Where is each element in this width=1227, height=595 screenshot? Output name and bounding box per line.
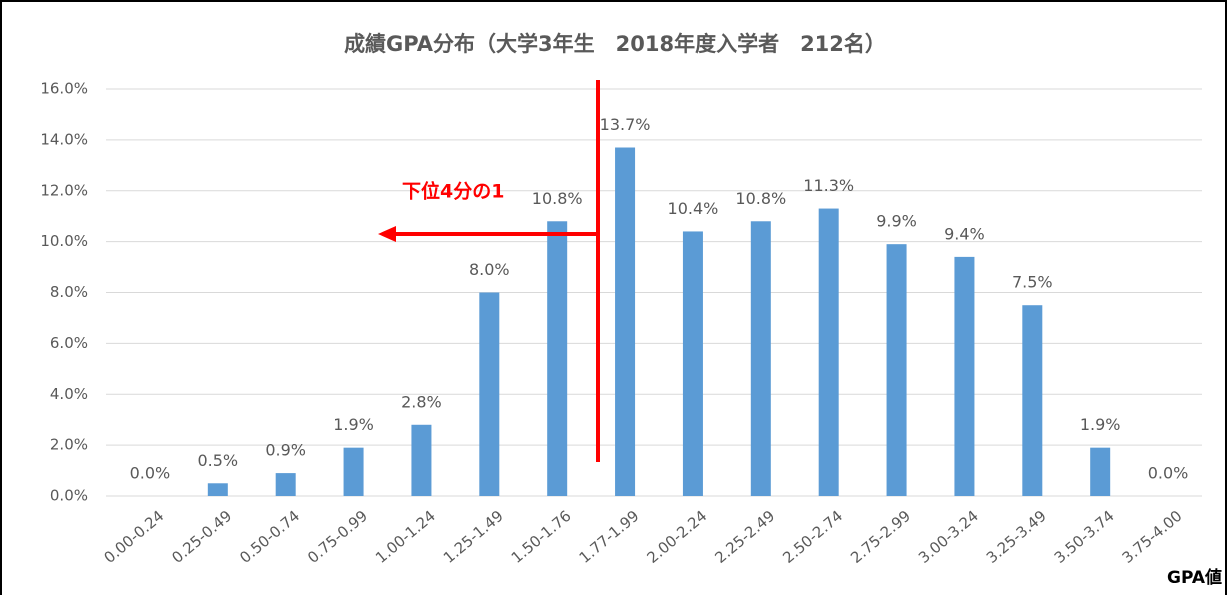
value-label: 0.0% <box>130 464 171 483</box>
bar <box>275 473 296 496</box>
value-label: 10.8% <box>532 189 583 208</box>
x-tick-label: 1.50-1.76 <box>508 507 575 567</box>
bar <box>547 221 568 496</box>
bar <box>818 208 839 496</box>
x-tick-label: 0.00-0.24 <box>101 507 168 567</box>
x-tick-label: 3.75-4.00 <box>1119 507 1186 567</box>
value-label: 9.9% <box>876 212 917 231</box>
bar <box>954 256 975 496</box>
value-label: 1.9% <box>333 415 374 434</box>
y-tick-label: 0.0% <box>50 487 88 505</box>
x-tick-label: 3.25-3.49 <box>983 507 1050 567</box>
value-label: 7.5% <box>1012 273 1053 292</box>
y-tick-label: 4.0% <box>50 385 88 403</box>
x-tick-label: 1.25-1.49 <box>440 507 507 567</box>
arrow-head <box>378 226 396 242</box>
bar <box>479 292 500 496</box>
x-tick-label: 3.00-3.24 <box>915 507 982 567</box>
value-label: 13.7% <box>600 115 651 134</box>
value-label: 8.0% <box>469 260 510 279</box>
bar <box>207 483 228 496</box>
bar <box>615 147 636 496</box>
bar <box>750 221 771 496</box>
x-tick-label: 1.77-1.99 <box>576 507 643 567</box>
value-label: 2.8% <box>401 392 442 411</box>
x-tick-label: 0.50-0.74 <box>236 507 303 567</box>
bar <box>682 231 703 496</box>
bar <box>343 447 364 496</box>
x-tick-label: 2.25-2.49 <box>711 507 778 567</box>
y-tick-label: 8.0% <box>50 283 88 301</box>
bar <box>1090 447 1111 496</box>
x-tick-label: 0.75-0.99 <box>304 507 371 567</box>
value-label: 0.5% <box>197 451 238 470</box>
x-tick-label: 2.50-2.74 <box>779 507 846 567</box>
value-label: 0.0% <box>1148 464 1189 483</box>
bar <box>1022 305 1043 496</box>
x-tick-label: 0.25-0.49 <box>168 507 235 567</box>
annotation: 下位4分の1 <box>402 180 504 203</box>
y-tick-label: 16.0% <box>40 80 88 98</box>
value-label: 10.8% <box>735 189 786 208</box>
x-axis-label: GPA値 <box>1167 567 1222 588</box>
value-label: 9.4% <box>944 224 985 243</box>
y-tick-label: 10.0% <box>40 232 88 250</box>
x-tick-label: 2.00-2.24 <box>644 507 711 567</box>
value-label: 11.3% <box>803 176 854 195</box>
y-tick-label: 12.0% <box>40 181 88 199</box>
x-tick-label: 3.50-3.74 <box>1051 507 1118 567</box>
value-label: 10.4% <box>668 199 719 218</box>
chart-title: 成績GPA分布（大学3年生 2018年度入学者 212名） <box>344 32 886 56</box>
y-tick-label: 2.0% <box>50 436 88 454</box>
y-tick-label: 14.0% <box>40 130 88 148</box>
value-label: 1.9% <box>1080 415 1121 434</box>
x-tick-label: 1.00-1.24 <box>372 507 439 567</box>
bar <box>411 424 432 496</box>
value-label: 0.9% <box>265 441 306 460</box>
y-tick-label: 6.0% <box>50 334 88 352</box>
bar <box>886 244 907 496</box>
x-tick-label: 2.75-2.99 <box>847 507 914 567</box>
